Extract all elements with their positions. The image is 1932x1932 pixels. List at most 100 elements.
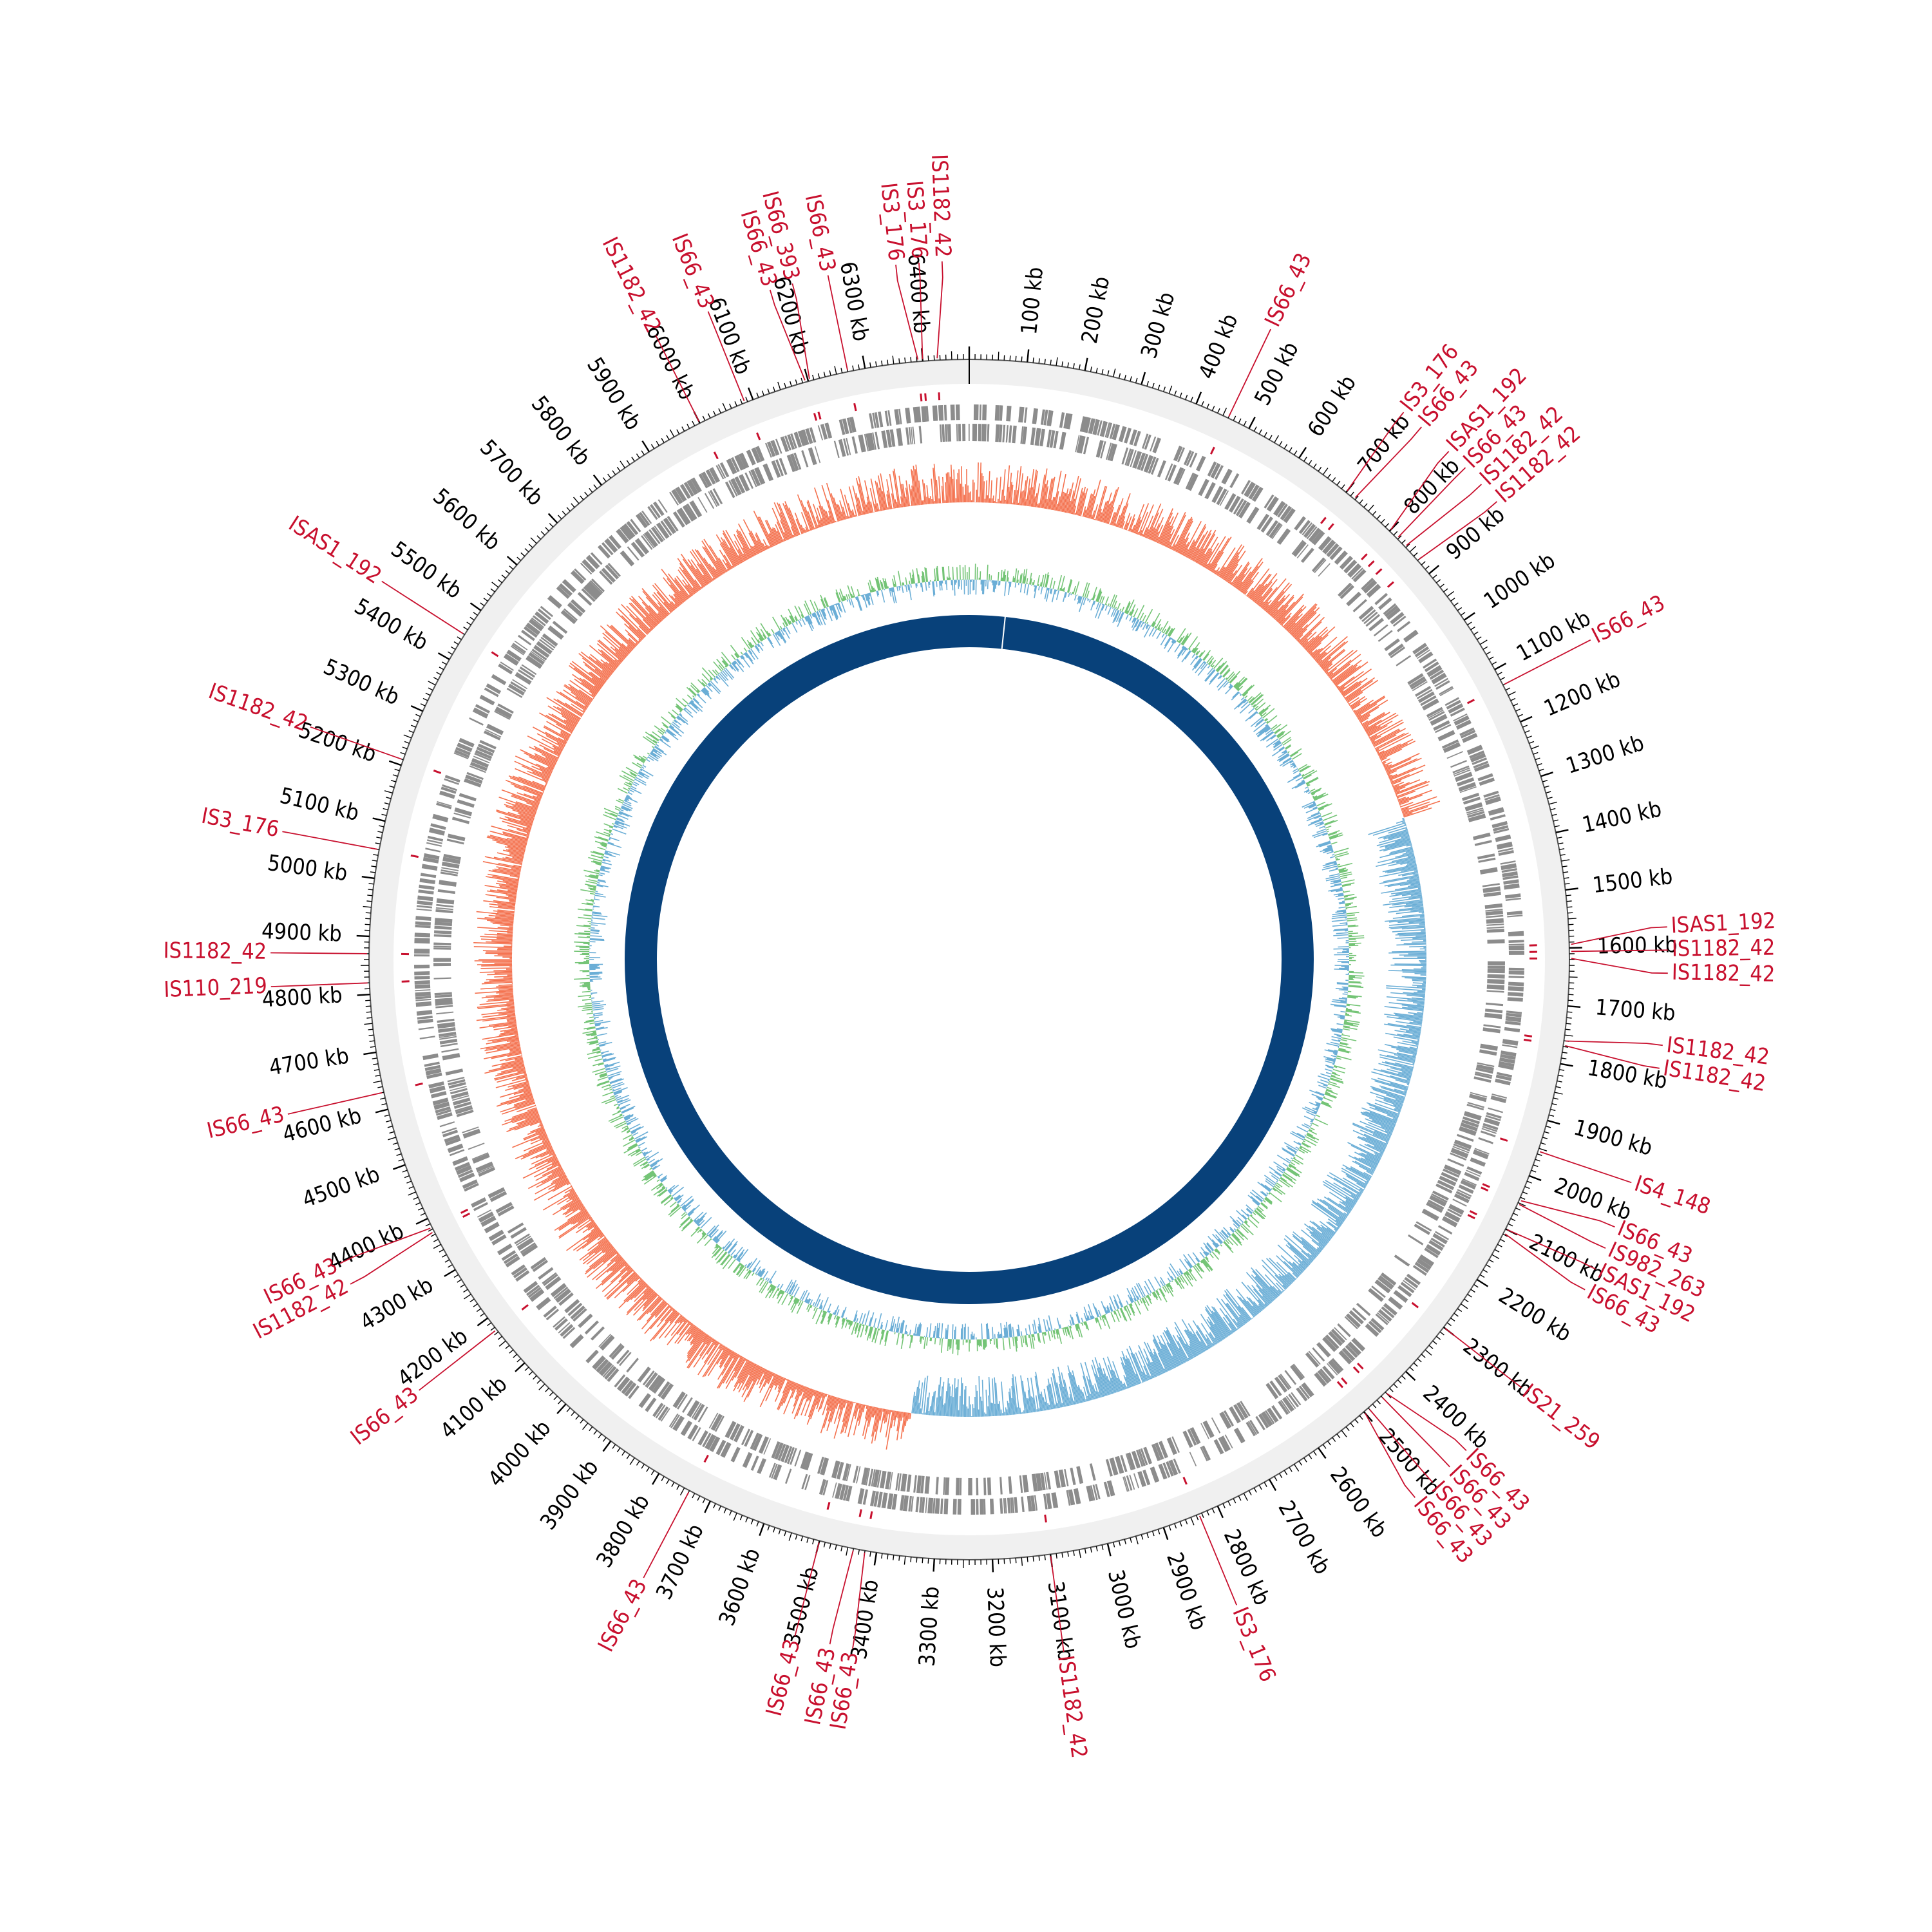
tick-label: 1400 kb [1580,796,1663,838]
minor-tick [702,1498,706,1504]
minor-tick [713,410,716,416]
minor-tick [505,1345,510,1349]
is-element-leader-line [1566,1040,1663,1046]
minor-tick [1544,1131,1549,1134]
minor-tick [453,1274,459,1278]
minor-tick [1289,1467,1293,1472]
minor-tick [457,636,462,640]
minor-tick [1457,1308,1463,1312]
major-tick [388,760,402,766]
minor-tick [408,1191,416,1196]
minor-tick [420,703,426,706]
minor-tick [528,544,533,548]
minor-tick [505,570,510,574]
is-element-mark [1320,516,1327,524]
minor-tick [1141,1534,1144,1540]
minor-tick [573,497,580,504]
minor-tick [1130,376,1132,382]
minor-tick [1562,866,1567,867]
minor-tick [1185,394,1188,400]
is-element-mark [1481,1186,1489,1192]
tick-label: 2400 kb [1418,1380,1494,1454]
minor-tick [497,579,503,583]
minor-tick [444,1259,450,1263]
minor-tick [1553,1097,1558,1100]
minor-tick [1537,1153,1542,1156]
minor-tick [490,588,495,592]
is-element-leader-line [643,1492,689,1578]
major-tick [641,440,650,453]
major-tick [375,1108,388,1113]
minor-tick [1428,1345,1434,1349]
minor-tick [1303,457,1307,462]
major-tick [437,652,450,661]
is-element-label: IS1182_42 [205,678,312,737]
major-tick [592,474,603,486]
minor-tick [1464,1298,1469,1303]
minor-tick [1336,1434,1341,1439]
tick-label: 900 kb [1441,502,1510,565]
minor-tick [840,368,843,374]
tick-label: 1800 kb [1586,1055,1669,1094]
minor-tick [1439,583,1444,588]
minor-tick [1492,1254,1500,1260]
minor-tick [1435,579,1441,583]
minor-tick [1381,518,1385,524]
minor-tick [1520,1197,1526,1200]
minor-tick [402,1170,408,1173]
major-tick [1363,1411,1373,1423]
is-element-mark [1467,1214,1475,1220]
minor-tick [692,421,696,426]
minor-tick [713,1503,716,1509]
is-element-leader-line [1571,949,1668,952]
minor-tick [442,1254,447,1258]
minor-tick [612,470,616,475]
tick-label: 5900 kb [582,353,646,435]
major-tick [477,1317,489,1327]
is-element-mark [1367,560,1375,567]
minor-tick [858,1549,860,1555]
minor-tick [1565,1028,1571,1030]
minor-tick [1413,552,1418,557]
minor-tick [1341,484,1345,489]
major-tick [862,355,866,369]
is-element-mark [1466,699,1475,705]
minor-tick [469,1298,475,1303]
is-element-leader-line [707,311,745,402]
minor-tick [1539,1148,1548,1151]
minor-tick [494,1331,499,1336]
tick-label: 2200 kb [1494,1283,1576,1347]
minor-tick [418,1208,423,1211]
minor-tick [428,687,433,691]
minor-tick [1510,1218,1516,1222]
minor-tick [368,1034,374,1036]
minor-tick [1397,535,1402,540]
major-tick [415,1218,428,1225]
minor-tick [566,1407,571,1412]
minor-tick [1201,1513,1204,1518]
minor-tick [365,999,371,1001]
minor-tick [498,1340,506,1347]
is-element-leader-line [1365,1413,1416,1498]
is-element-mark [920,393,923,402]
minor-tick [817,373,820,379]
minor-tick [598,1434,602,1439]
minor-tick [558,515,562,520]
minor-tick [593,484,598,489]
major-tick [1494,663,1507,670]
minor-tick [1515,708,1520,712]
is-element-leader-line [1519,1204,1606,1249]
minor-tick [1486,1264,1491,1268]
is-element-mark [858,1509,862,1517]
tick-label: 5800 kb [526,392,596,471]
minor-tick [1243,421,1247,426]
major-tick [469,602,482,611]
is-element-leader-line [310,726,402,760]
is-element-mark [410,854,419,858]
minor-tick [823,372,826,377]
is-element-leader-line [1539,1151,1632,1184]
minor-tick [629,1457,635,1465]
minor-tick [469,616,475,621]
minor-tick [1101,369,1104,375]
minor-tick [887,359,889,365]
